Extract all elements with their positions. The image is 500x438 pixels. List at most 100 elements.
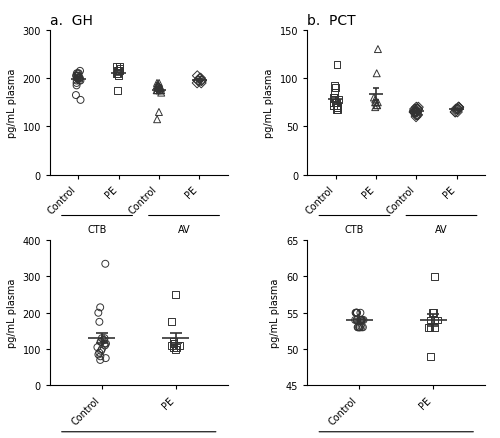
Point <box>410 109 418 116</box>
Point <box>74 71 82 78</box>
Point <box>72 73 80 80</box>
Point <box>371 104 379 111</box>
Point <box>356 324 364 331</box>
Point <box>72 92 80 99</box>
Point <box>412 112 420 119</box>
Point <box>154 83 162 90</box>
Point <box>98 346 106 353</box>
Point <box>331 99 339 106</box>
Point <box>410 109 418 116</box>
Point <box>430 324 438 331</box>
Point <box>156 88 164 95</box>
Y-axis label: pg/mL plasma: pg/mL plasma <box>7 279 17 348</box>
Point <box>157 90 165 97</box>
Point <box>352 310 360 317</box>
Point <box>333 102 341 110</box>
Point <box>172 346 179 353</box>
Point <box>72 80 80 87</box>
Point <box>76 78 84 85</box>
Point <box>168 342 175 349</box>
Point <box>194 78 202 85</box>
Point <box>102 340 110 347</box>
Point <box>153 83 161 90</box>
Point <box>330 95 338 102</box>
Point <box>334 97 342 104</box>
Text: a.  GH: a. GH <box>50 14 93 28</box>
Point <box>412 109 420 116</box>
Point <box>154 88 162 95</box>
Point <box>451 109 459 116</box>
Point <box>330 102 338 110</box>
Point <box>330 102 338 110</box>
Point <box>372 102 380 110</box>
Point <box>154 83 162 90</box>
Point <box>330 90 338 97</box>
Point <box>153 117 161 124</box>
Point <box>452 106 460 113</box>
Point <box>412 106 420 113</box>
Point <box>116 66 124 73</box>
Point <box>155 80 163 87</box>
Point <box>330 99 338 106</box>
Point <box>100 340 108 347</box>
Point <box>356 310 364 317</box>
Point <box>96 318 104 325</box>
Point <box>451 109 459 116</box>
Point <box>170 340 178 347</box>
Point <box>370 95 378 102</box>
Point <box>156 88 164 95</box>
Point <box>94 310 102 317</box>
Point <box>96 353 104 360</box>
Point <box>97 347 105 354</box>
Point <box>114 68 122 75</box>
Point <box>157 85 165 92</box>
Point <box>453 106 461 113</box>
Point <box>374 99 382 106</box>
Point <box>412 104 420 111</box>
Point <box>414 106 422 113</box>
Point <box>354 324 362 331</box>
Point <box>410 106 418 113</box>
Y-axis label: pg/mL plasma: pg/mL plasma <box>264 68 274 138</box>
Point <box>351 317 359 324</box>
Point <box>193 80 201 87</box>
Point <box>427 317 435 324</box>
Point <box>96 304 104 311</box>
Point <box>101 342 109 349</box>
Point <box>414 112 422 119</box>
Point <box>360 317 368 324</box>
Point <box>425 324 433 331</box>
Point <box>333 62 341 69</box>
Point <box>357 317 365 324</box>
Point <box>170 344 177 351</box>
Point <box>332 85 340 92</box>
Point <box>198 78 205 85</box>
Point <box>454 104 462 111</box>
Y-axis label: pg/mL plasma: pg/mL plasma <box>7 68 17 138</box>
Point <box>76 75 84 82</box>
Point <box>168 318 176 325</box>
Point <box>330 99 338 106</box>
Point <box>431 317 439 324</box>
Point <box>358 317 366 324</box>
Point <box>431 273 439 280</box>
Text: b.  PCT: b. PCT <box>308 14 356 28</box>
Point <box>98 335 106 342</box>
Point <box>170 340 178 347</box>
Point <box>112 71 120 78</box>
Point <box>356 317 364 324</box>
Point <box>454 106 462 113</box>
Point <box>353 317 361 324</box>
Y-axis label: pg/mL plasma: pg/mL plasma <box>270 279 280 348</box>
Point <box>373 102 381 110</box>
Text: CTB: CTB <box>345 225 364 235</box>
Point <box>172 291 180 298</box>
Point <box>331 99 339 106</box>
Point <box>333 99 341 106</box>
Point <box>414 106 422 113</box>
Point <box>455 104 463 111</box>
Point <box>74 75 82 82</box>
Point <box>72 83 80 90</box>
Point <box>372 99 380 106</box>
Point <box>74 75 82 82</box>
